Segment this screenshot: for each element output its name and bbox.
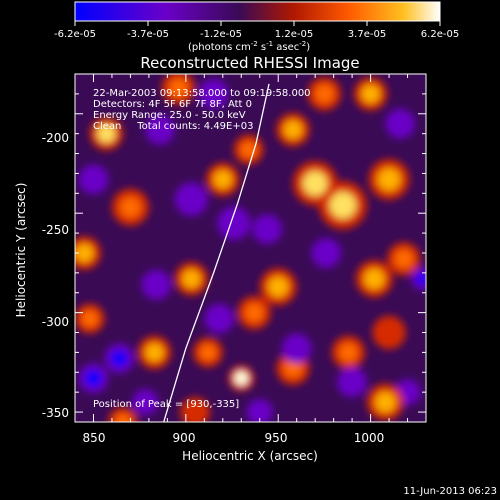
blob-core: [75, 243, 94, 263]
blob-core: [245, 303, 264, 322]
blob-core: [186, 403, 204, 421]
axis-ticks: [74, 73, 427, 422]
blob-core: [151, 121, 169, 138]
blob-core: [182, 269, 201, 288]
colorbar-gradient: [74, 1, 441, 22]
blob-core: [288, 340, 305, 357]
blob-core: [394, 249, 413, 269]
blob-core: [145, 343, 164, 362]
colorbar-tick-label: -3.7e-05: [127, 29, 169, 40]
blob-core: [97, 124, 116, 143]
blob-core: [379, 323, 399, 342]
colorbar-tick-label: -6.2e-05: [54, 29, 96, 40]
blob-core: [392, 115, 409, 132]
y-axis-label: Heliocentric Y (arcsec): [14, 183, 28, 318]
blob-core: [224, 213, 244, 233]
x-tick-label: 1000: [354, 431, 385, 445]
blob-core: [283, 120, 303, 139]
colorbar-tick-label: 3.7e-05: [348, 29, 386, 40]
y-tick-label: -200: [42, 131, 69, 145]
blob-core: [85, 370, 102, 387]
blob-core: [302, 171, 328, 196]
blob-core: [182, 190, 201, 209]
blob-core: [81, 310, 98, 327]
blob-core: [268, 276, 289, 297]
plot-frame: [74, 73, 427, 423]
blob-core: [205, 85, 222, 103]
colorbar-tick-label: -1.2e-05: [200, 29, 242, 40]
blob-core: [210, 310, 228, 327]
blob-core: [364, 268, 385, 289]
blob-core: [318, 244, 335, 262]
y-tick-label: -350: [42, 406, 69, 420]
solar-limb: [163, 83, 270, 422]
plot-annotations: 22-Mar-2003 09:13:58.000 to 09:19:58.000…: [93, 88, 311, 410]
blob-core: [343, 374, 361, 391]
blob-core: [258, 220, 276, 238]
x-tick-label: 950: [265, 431, 288, 445]
blob-core: [283, 359, 303, 378]
colorbar-tick-label: 1.2e-05: [275, 29, 313, 40]
plot-background: [75, 74, 426, 422]
annotation-peak-position: Position of Peak = [930,-335]: [93, 399, 239, 410]
blob-core: [169, 78, 188, 98]
blob-core: [111, 350, 128, 367]
blob-core: [416, 272, 426, 285]
blob-core: [199, 344, 217, 361]
blob-core: [148, 276, 165, 293]
annotation-clean-counts: Clean Total counts: 4.49E+03: [93, 121, 253, 132]
x-tick-label: 850: [83, 431, 106, 445]
blob-core: [329, 192, 357, 219]
footer-date: 11-Jun-2013 06:23: [403, 486, 497, 497]
blob-core: [85, 171, 102, 188]
blob-core: [114, 413, 132, 422]
colorbar-tick-label: 6.2e-05: [421, 29, 459, 40]
blob-core: [361, 84, 380, 104]
blob-core: [138, 395, 153, 410]
annotation-energy-range: Energy Range: 25.0 - 50.0 keV: [93, 110, 246, 121]
blob-core: [315, 84, 334, 104]
annotation-detectors: Detectors: 4F 5F 6F 7F 8F, Att 0: [93, 99, 252, 110]
x-tick-label: 900: [173, 431, 196, 445]
blob-core: [234, 371, 249, 386]
plot-area: [74, 73, 427, 423]
blob-core: [377, 168, 401, 191]
heatmap-blobs: [75, 74, 426, 422]
y-tick-label: -250: [42, 223, 69, 237]
x-axis-label: Heliocentric X (arcsec): [182, 449, 318, 463]
colorbar-unit-label: (photons cm-2 s-1 asec-2): [188, 40, 310, 53]
annotation-time-range: 22-Mar-2003 09:13:58.000 to 09:19:58.000: [93, 88, 311, 99]
blob-core: [120, 197, 141, 218]
chart-title: Reconstructed RHESSI Image: [140, 54, 359, 72]
blob-core: [375, 391, 396, 413]
colorbar: -6.2e-05 -3.7e-05 -1.2e-05 1.2e-05 3.7e-…: [54, 1, 459, 53]
blob-core: [213, 170, 232, 189]
blob-core: [339, 343, 358, 362]
blob-core: [400, 385, 415, 400]
y-tick-label: -300: [42, 315, 69, 329]
blob-core: [252, 404, 267, 420]
colorbar-ticks: [74, 21, 441, 26]
